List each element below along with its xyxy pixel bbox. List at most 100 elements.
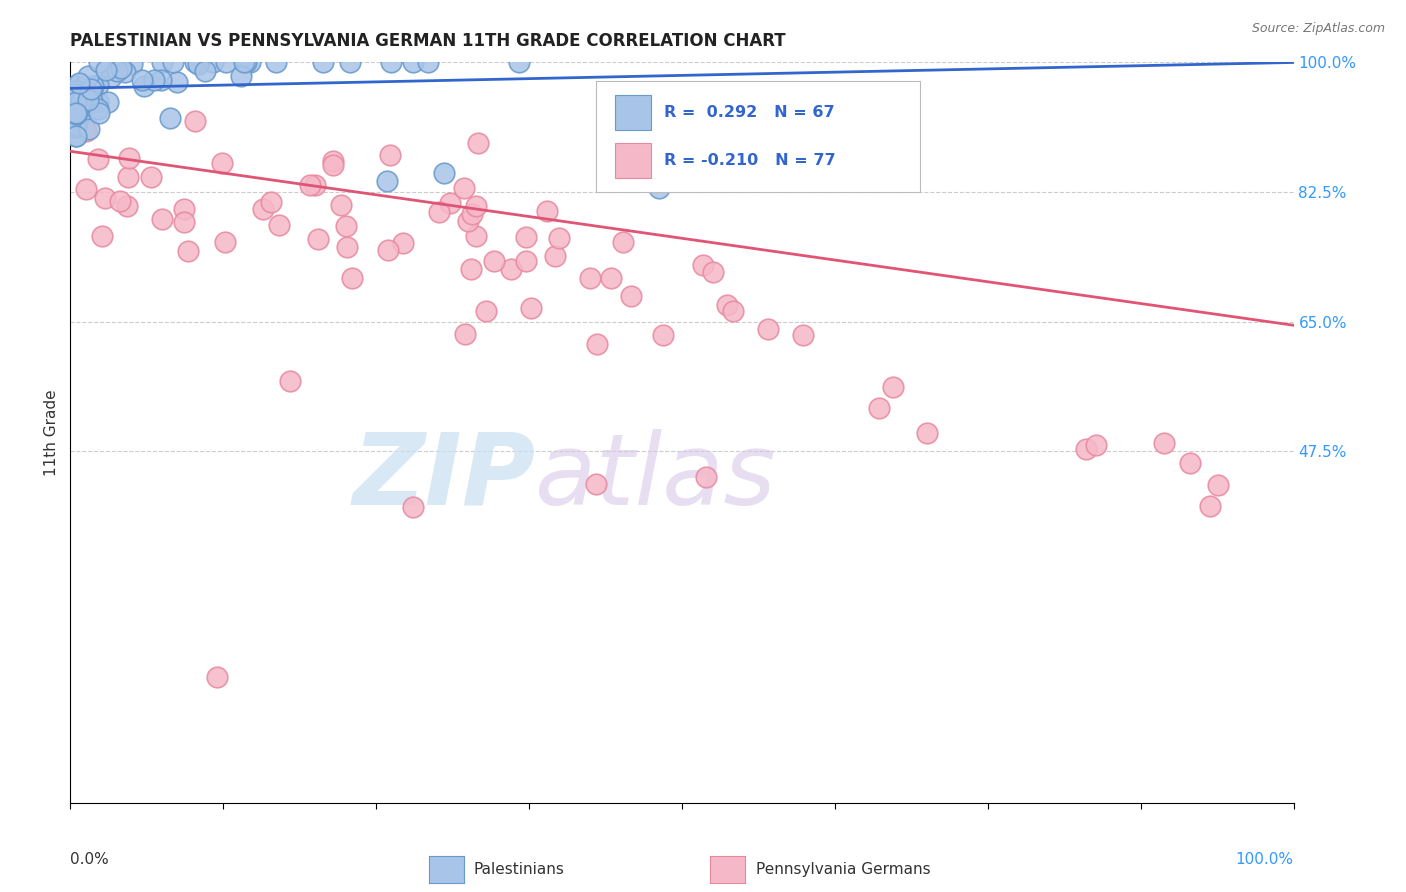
Point bbox=[716, 298, 738, 312]
Point bbox=[312, 55, 335, 70]
Bar bbox=[614, 143, 651, 178]
Point bbox=[378, 148, 401, 162]
Point bbox=[307, 232, 329, 246]
Point bbox=[94, 63, 117, 78]
Point bbox=[465, 199, 488, 213]
Point bbox=[77, 93, 100, 107]
Point bbox=[65, 118, 87, 132]
Point bbox=[159, 111, 181, 125]
Point bbox=[585, 337, 607, 351]
Point bbox=[260, 195, 283, 210]
Point bbox=[184, 55, 207, 70]
Point bbox=[132, 79, 155, 94]
Point bbox=[1074, 442, 1097, 456]
Point bbox=[548, 231, 571, 245]
Point bbox=[702, 265, 724, 279]
Point bbox=[143, 73, 166, 87]
Point bbox=[612, 235, 634, 250]
Point bbox=[267, 218, 290, 232]
Point bbox=[77, 122, 100, 136]
Point bbox=[229, 69, 252, 83]
Text: ZIP: ZIP bbox=[352, 428, 536, 525]
Point bbox=[65, 103, 87, 117]
Point bbox=[187, 56, 209, 70]
Point bbox=[214, 235, 236, 250]
Text: Pennsylvania Germans: Pennsylvania Germans bbox=[756, 863, 931, 877]
Point bbox=[475, 304, 498, 318]
Point bbox=[304, 178, 326, 193]
Point bbox=[201, 55, 224, 70]
Point bbox=[336, 240, 359, 254]
Point bbox=[75, 124, 97, 138]
Point bbox=[65, 112, 87, 127]
Point bbox=[648, 181, 671, 195]
Point bbox=[66, 95, 89, 109]
Point bbox=[115, 199, 138, 213]
Point bbox=[457, 213, 479, 227]
Point bbox=[792, 328, 814, 343]
Text: atlas: atlas bbox=[536, 428, 776, 525]
Point bbox=[89, 55, 111, 70]
Point bbox=[75, 181, 97, 195]
Point bbox=[239, 55, 262, 70]
Point bbox=[515, 230, 537, 244]
Point bbox=[322, 154, 344, 169]
Point bbox=[418, 55, 440, 70]
Point bbox=[460, 261, 482, 276]
Point bbox=[141, 169, 163, 184]
Point bbox=[585, 477, 607, 491]
Point bbox=[173, 215, 195, 229]
Point bbox=[536, 204, 558, 219]
Point bbox=[65, 87, 87, 102]
Point bbox=[87, 106, 110, 120]
Point bbox=[233, 55, 256, 70]
Point bbox=[87, 95, 110, 109]
Point bbox=[70, 94, 93, 108]
Point bbox=[392, 235, 415, 250]
FancyBboxPatch shape bbox=[596, 81, 921, 192]
Point bbox=[114, 65, 136, 79]
Point bbox=[82, 94, 104, 108]
Point bbox=[1199, 499, 1222, 513]
Point bbox=[150, 73, 173, 87]
Point bbox=[723, 304, 745, 318]
Point bbox=[152, 211, 174, 226]
Point bbox=[375, 174, 398, 188]
Text: R =  0.292   N = 67: R = 0.292 N = 67 bbox=[664, 105, 834, 120]
Point bbox=[70, 80, 93, 95]
Point bbox=[65, 128, 87, 143]
Point bbox=[264, 55, 287, 70]
Point bbox=[465, 229, 488, 244]
Point bbox=[118, 151, 141, 165]
Point bbox=[82, 79, 104, 94]
Point bbox=[91, 228, 114, 243]
Point bbox=[235, 55, 257, 70]
Point bbox=[162, 55, 184, 70]
Point bbox=[380, 55, 402, 70]
Y-axis label: 11th Grade: 11th Grade bbox=[44, 389, 59, 476]
Point bbox=[280, 374, 302, 388]
Point bbox=[65, 105, 87, 120]
Point bbox=[439, 196, 461, 211]
Point bbox=[402, 500, 425, 514]
Text: Source: ZipAtlas.com: Source: ZipAtlas.com bbox=[1251, 22, 1385, 36]
Point bbox=[482, 254, 505, 268]
Point bbox=[544, 249, 567, 263]
Point bbox=[915, 425, 938, 440]
Point bbox=[215, 55, 238, 70]
Point bbox=[377, 243, 399, 257]
Bar bbox=[614, 95, 651, 130]
Point bbox=[80, 82, 103, 96]
Text: 0.0%: 0.0% bbox=[70, 852, 110, 867]
Point bbox=[86, 152, 108, 166]
Point bbox=[695, 470, 717, 484]
Text: 100.0%: 100.0% bbox=[1236, 852, 1294, 867]
Point bbox=[87, 102, 110, 116]
Point bbox=[166, 75, 188, 89]
Point bbox=[105, 64, 128, 78]
Point bbox=[65, 95, 87, 110]
Point bbox=[433, 166, 456, 180]
Point bbox=[868, 401, 890, 415]
Point bbox=[69, 76, 91, 90]
Point bbox=[70, 106, 93, 120]
